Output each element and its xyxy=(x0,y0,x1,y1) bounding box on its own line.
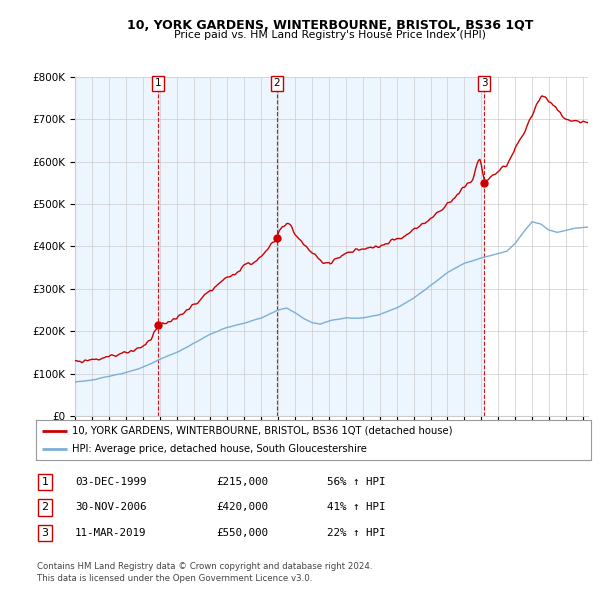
Text: 2: 2 xyxy=(41,503,49,512)
Text: HPI: Average price, detached house, South Gloucestershire: HPI: Average price, detached house, Sout… xyxy=(72,444,367,454)
Text: £420,000: £420,000 xyxy=(216,503,268,512)
Text: 22% ↑ HPI: 22% ↑ HPI xyxy=(327,528,386,537)
Text: 41% ↑ HPI: 41% ↑ HPI xyxy=(327,503,386,512)
Bar xyxy=(75,77,158,416)
Bar xyxy=(158,77,277,416)
Text: 10, YORK GARDENS, WINTERBOURNE, BRISTOL, BS36 1QT (detached house): 10, YORK GARDENS, WINTERBOURNE, BRISTOL,… xyxy=(72,426,452,436)
Text: 10, YORK GARDENS, WINTERBOURNE, BRISTOL, BS36 1QT: 10, YORK GARDENS, WINTERBOURNE, BRISTOL,… xyxy=(127,19,533,32)
Text: Price paid vs. HM Land Registry's House Price Index (HPI): Price paid vs. HM Land Registry's House … xyxy=(174,30,486,40)
Text: 3: 3 xyxy=(41,528,49,537)
Text: 11-MAR-2019: 11-MAR-2019 xyxy=(75,528,146,537)
Text: Contains HM Land Registry data © Crown copyright and database right 2024.: Contains HM Land Registry data © Crown c… xyxy=(37,562,373,571)
Text: £215,000: £215,000 xyxy=(216,477,268,487)
Text: 1: 1 xyxy=(41,477,49,487)
Bar xyxy=(277,77,484,416)
Text: 03-DEC-1999: 03-DEC-1999 xyxy=(75,477,146,487)
Text: 3: 3 xyxy=(481,78,487,88)
Text: 1: 1 xyxy=(155,78,161,88)
Text: 56% ↑ HPI: 56% ↑ HPI xyxy=(327,477,386,487)
Text: This data is licensed under the Open Government Licence v3.0.: This data is licensed under the Open Gov… xyxy=(37,574,313,583)
Text: 30-NOV-2006: 30-NOV-2006 xyxy=(75,503,146,512)
Text: 2: 2 xyxy=(274,78,280,88)
Text: £550,000: £550,000 xyxy=(216,528,268,537)
